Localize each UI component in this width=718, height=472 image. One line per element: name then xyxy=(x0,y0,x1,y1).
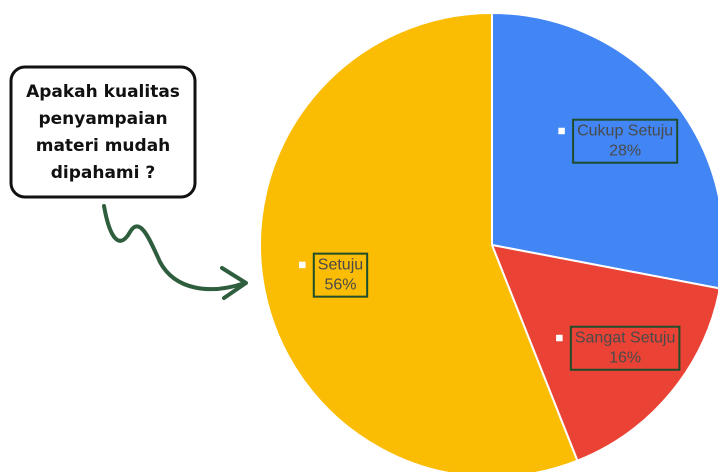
category-label: Setuju xyxy=(318,257,363,274)
slice xyxy=(490,243,718,463)
callout-text: penyampaian xyxy=(38,109,167,129)
value-label: 56% xyxy=(324,277,356,294)
value-label: 16% xyxy=(609,350,641,367)
arrow xyxy=(102,204,247,292)
callout-text: Apakah kualitas xyxy=(26,82,180,102)
legend-marker xyxy=(296,259,309,271)
category-label: Cukup Setuju xyxy=(577,123,673,140)
arrow-head xyxy=(220,266,248,300)
value-label: 28% xyxy=(609,143,641,160)
slice-label: Setuju 56% xyxy=(296,252,369,298)
slice-label: Cukup Setuju 28% xyxy=(555,118,679,164)
slice-label: Sangat Setuju 16% xyxy=(553,325,681,371)
slice xyxy=(491,11,718,290)
pie xyxy=(259,11,718,472)
slice xyxy=(259,11,579,472)
callout-text: dipahami ? xyxy=(51,163,156,183)
callout-box xyxy=(9,65,197,199)
legend-marker xyxy=(553,332,566,344)
label-box xyxy=(312,252,369,298)
callout: Apakah kualitas penyampaian materi mudah di… xyxy=(26,82,180,183)
callout-text: materi mudah xyxy=(36,136,171,156)
category-label: Sangat Setuju xyxy=(575,330,676,347)
label-box xyxy=(569,325,681,371)
legend-marker xyxy=(555,125,568,137)
label-box xyxy=(572,118,679,164)
labels: Cukup Setuju 28% Sangat Setuju 16% Setuju 56% xyxy=(296,118,681,371)
